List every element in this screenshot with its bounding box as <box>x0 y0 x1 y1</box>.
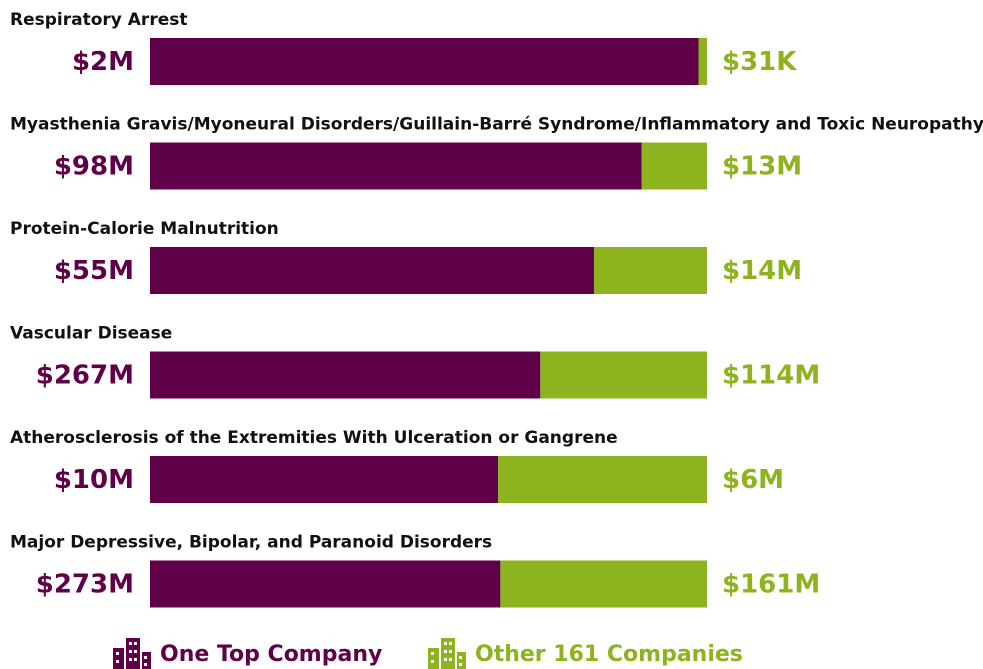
legend-label: Other 161 Companies <box>475 642 743 667</box>
legend-icon-window <box>144 656 147 659</box>
bar-segment <box>641 142 707 190</box>
legend-icon <box>126 638 140 669</box>
bar-segment <box>150 351 541 399</box>
bar-segment <box>150 247 594 294</box>
legend-icon <box>441 638 455 669</box>
value-label: $273M <box>36 570 134 600</box>
legend-label: One Top Company <box>160 642 382 667</box>
bar-segment <box>150 560 501 608</box>
legend-icon-window <box>134 650 137 653</box>
bar-segment <box>150 456 499 503</box>
legend-icon-window <box>444 658 447 661</box>
legend-icon <box>428 648 439 669</box>
value-label: $13M <box>722 152 802 182</box>
value-label: $6M <box>722 465 784 495</box>
category-label: Respiratory Arrest <box>10 10 187 30</box>
category-label: Major Depressive, Bipolar, and Paranoid … <box>10 533 492 553</box>
legend-icon-window <box>459 656 462 659</box>
bar-segment <box>498 456 707 503</box>
legend-item <box>428 638 466 669</box>
legend-icon-window <box>444 650 447 653</box>
legend-icon-window <box>134 658 137 661</box>
bar-segment <box>593 247 707 294</box>
legend-icon <box>142 652 151 669</box>
value-label: $2M <box>72 47 134 77</box>
legend-icon <box>113 648 124 669</box>
value-label: $161M <box>722 570 820 600</box>
legend-icon-window <box>116 652 119 655</box>
category-label: Protein-Calorie Malnutrition <box>10 219 279 239</box>
legend-icon-window <box>459 663 462 666</box>
bar-segment <box>500 560 707 608</box>
value-label: $14M <box>722 256 802 286</box>
category-label: Myasthenia Gravis/Myoneural Disorders/Gu… <box>10 115 983 135</box>
value-label: $98M <box>54 152 134 182</box>
legend-icon-window <box>449 642 452 645</box>
legend-icon-window <box>449 658 452 661</box>
bar-segment <box>540 351 707 399</box>
legend-icon-window <box>444 642 447 645</box>
bar-segment <box>150 38 699 85</box>
value-label: $55M <box>54 256 134 286</box>
category-label: Atherosclerosis of the Extremities With … <box>10 428 618 448</box>
legend-icon-window <box>134 642 137 645</box>
legend-icon-window <box>129 642 132 645</box>
category-label: Vascular Disease <box>10 324 172 344</box>
bar-segment <box>150 142 642 190</box>
value-label: $114M <box>722 361 820 391</box>
legend-icon-window <box>431 652 434 655</box>
legend-icon-window <box>449 650 452 653</box>
legend-icon-window <box>129 658 132 661</box>
legend-icon-window <box>431 660 434 663</box>
bar-segment <box>698 38 707 85</box>
value-label: $31K <box>722 47 797 77</box>
value-label: $10M <box>54 465 134 495</box>
legend-icon <box>457 652 466 669</box>
legend-icon-window <box>129 650 132 653</box>
legend-item <box>113 638 151 669</box>
legend-icon-window <box>144 663 147 666</box>
legend-icon-window <box>116 660 119 663</box>
value-label: $267M <box>36 361 134 391</box>
